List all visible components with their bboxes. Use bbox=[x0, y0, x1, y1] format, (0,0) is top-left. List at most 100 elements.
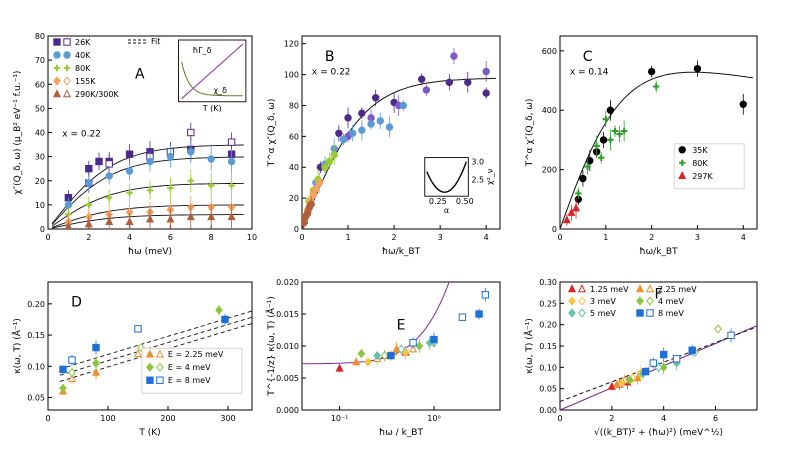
inset-curve bbox=[426, 161, 467, 193]
data-point bbox=[321, 163, 329, 171]
data-point bbox=[315, 178, 324, 187]
y-tick-label: 60 bbox=[289, 132, 299, 141]
data-point bbox=[339, 135, 348, 144]
plot-frame bbox=[559, 35, 758, 230]
legend-label: 40K bbox=[75, 51, 91, 60]
data-point bbox=[64, 201, 73, 209]
data-point bbox=[641, 367, 650, 376]
fit-dashed bbox=[59, 310, 252, 370]
legend-marker bbox=[679, 159, 686, 166]
legend-marker bbox=[636, 309, 644, 317]
data-point bbox=[67, 373, 77, 382]
y-tick-label: 20 bbox=[289, 194, 299, 203]
data-point bbox=[387, 351, 395, 360]
data-point bbox=[606, 106, 615, 114]
y-tick-label: 70 bbox=[35, 56, 45, 65]
data-point bbox=[659, 362, 668, 372]
data-point bbox=[84, 219, 93, 228]
data-point bbox=[620, 127, 628, 135]
data-point bbox=[166, 152, 175, 161]
data-point bbox=[166, 214, 175, 223]
data-point bbox=[207, 155, 215, 163]
data-point bbox=[616, 130, 623, 138]
data-point bbox=[68, 367, 76, 378]
data-point bbox=[85, 164, 93, 173]
legend-label: 297K bbox=[692, 172, 713, 181]
y-tick-label: 0.00 bbox=[539, 406, 557, 415]
data-point bbox=[739, 100, 747, 108]
x-axis-label: ħω/k_BT bbox=[639, 247, 678, 257]
data-point bbox=[714, 324, 722, 334]
x-axis-label: T (K) bbox=[138, 428, 160, 438]
inset-ytick: 3.0 bbox=[471, 158, 484, 167]
y-axis-label: κ(ω, T) (Å⁻¹) bbox=[523, 318, 535, 373]
data-point bbox=[92, 343, 100, 352]
data-point bbox=[207, 212, 216, 221]
data-point bbox=[693, 64, 702, 73]
legend-marker-open bbox=[578, 308, 586, 318]
data-point bbox=[187, 177, 194, 184]
data-point bbox=[357, 349, 366, 359]
data-point bbox=[418, 75, 426, 83]
plot-area bbox=[560, 324, 757, 410]
inset-xlabel: α bbox=[444, 206, 449, 215]
data-point bbox=[105, 172, 113, 180]
plot-frame bbox=[301, 35, 501, 230]
y-tick-label: 20 bbox=[35, 177, 45, 186]
data-point bbox=[228, 182, 235, 189]
inset-ytick: 2.5 bbox=[471, 176, 484, 185]
y-tick-label: 30 bbox=[35, 153, 45, 162]
x-tick-label: 3 bbox=[438, 233, 443, 242]
x-tick-label: 8 bbox=[209, 233, 214, 242]
panel-letter: E bbox=[397, 317, 406, 333]
inset-xtick: 0.50 bbox=[456, 197, 474, 206]
x-tick-label: 0 bbox=[45, 414, 50, 423]
panel-C: 0 1 2 3 4 0 200 400 600 ħω/k_BT T^α χ″(Q_δ, ω) Cx =… bbox=[525, 35, 758, 257]
data-point bbox=[59, 365, 67, 374]
panel-letter: A bbox=[135, 66, 145, 82]
annotation-x: x = 0.22 bbox=[312, 68, 351, 78]
legend-marker-open bbox=[62, 89, 72, 98]
data-point bbox=[91, 367, 101, 376]
data-point bbox=[358, 126, 366, 134]
data-point bbox=[482, 89, 490, 97]
data-point bbox=[575, 190, 582, 197]
x-tick-label: 2 bbox=[609, 414, 614, 423]
legend-marker-open bbox=[63, 51, 71, 59]
data-point bbox=[445, 78, 454, 87]
y-tick-label: 40 bbox=[35, 129, 45, 138]
data-point bbox=[125, 216, 134, 225]
legend-marker-open bbox=[578, 296, 586, 306]
y-tick-label: 400 bbox=[542, 106, 557, 115]
x-tick-label: 2 bbox=[392, 233, 397, 242]
panel-letter: D bbox=[71, 294, 82, 310]
data-point bbox=[380, 351, 389, 361]
y-tick-label: 0 bbox=[294, 225, 299, 234]
y-tick-label: 0.010 bbox=[276, 342, 299, 351]
x-tick-label: 300 bbox=[220, 414, 235, 423]
legend-marker bbox=[52, 89, 62, 98]
legend-label: 1.25 meV bbox=[590, 285, 629, 294]
x-tick-label: 4 bbox=[661, 414, 666, 423]
data-point bbox=[215, 305, 223, 315]
legend-marker bbox=[568, 296, 576, 306]
x-tick-label: 0 bbox=[557, 414, 562, 423]
y-axis-label: T^α χ″(Q_δ, ω) bbox=[525, 99, 535, 168]
legend-marker bbox=[146, 376, 154, 384]
legend-label: 5 meV bbox=[590, 309, 616, 318]
data-point bbox=[373, 351, 382, 361]
data-point bbox=[579, 174, 587, 183]
data-point-open bbox=[187, 128, 195, 137]
legend-marker bbox=[678, 146, 686, 154]
panel-E: 10⁻¹ 10⁰ 0.000 0.005 0.010 0.015 0.020 ħω / k_B… bbox=[265, 278, 501, 438]
legend-marker bbox=[567, 284, 577, 293]
legend-marker bbox=[53, 76, 61, 86]
data-point bbox=[134, 325, 142, 333]
data-point bbox=[567, 207, 576, 216]
data-point bbox=[618, 377, 627, 387]
y-tick-label: 0.20 bbox=[539, 321, 557, 330]
data-point bbox=[227, 157, 236, 166]
data-point bbox=[727, 331, 735, 340]
x-tick-label: 4 bbox=[127, 233, 132, 242]
